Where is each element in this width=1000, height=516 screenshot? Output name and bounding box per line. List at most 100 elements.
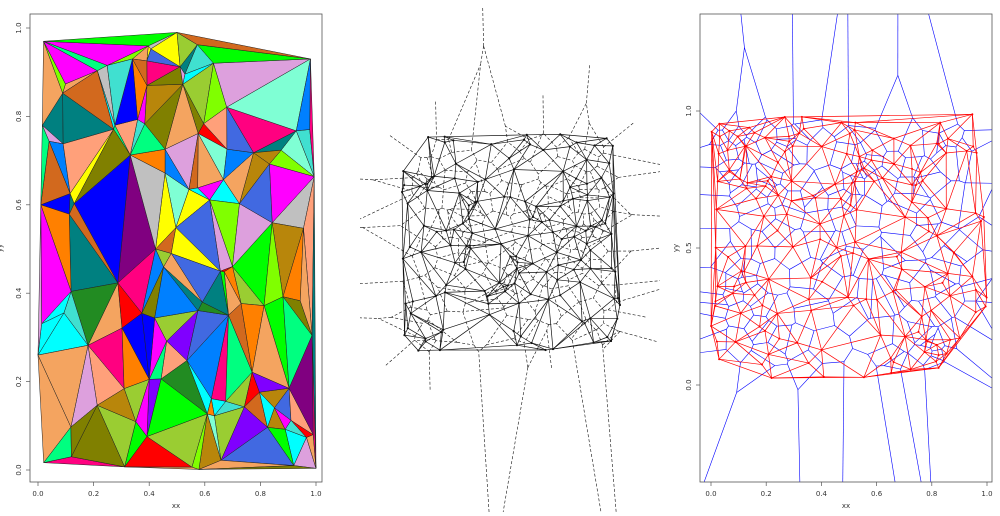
- voronoi-edge: [744, 48, 765, 117]
- site-point: [727, 256, 729, 258]
- voronoi-edge: [762, 219, 776, 232]
- delaunay-edge: [960, 312, 976, 338]
- site-point: [464, 268, 466, 270]
- delaunay-edge: [948, 253, 954, 274]
- voronoi-edge: [725, 258, 741, 272]
- voronoi-edge: [360, 194, 413, 226]
- site-point: [790, 180, 792, 182]
- voronoi-edge: [603, 349, 631, 512]
- voronoi-edge: [791, 0, 793, 124]
- site-point: [763, 215, 765, 217]
- site-point: [792, 246, 794, 248]
- voronoi-edge: [768, 342, 785, 354]
- site-point: [402, 258, 404, 260]
- delaunay-edge: [402, 186, 420, 192]
- voronoi-edge: [378, 318, 415, 335]
- voronoi-edge: [439, 187, 443, 189]
- voronoi-edge: [859, 279, 873, 280]
- delaunay-edge: [735, 342, 761, 365]
- delaunay-edge: [905, 217, 929, 231]
- voronoi-edge: [726, 326, 728, 329]
- voronoi-edge: [373, 178, 413, 180]
- voronoi-edge: [737, 366, 775, 393]
- delaunay-edge: [835, 184, 841, 198]
- site-point: [468, 204, 470, 206]
- voronoi-edge: [730, 229, 731, 242]
- voronoi-edge: [572, 161, 575, 166]
- delaunay-edge: [855, 123, 894, 139]
- delaunay-edge: [403, 137, 428, 171]
- voronoi-edge: [829, 277, 843, 300]
- delaunay-edge: [717, 286, 732, 293]
- delaunay-edge: [418, 350, 440, 351]
- voronoi-edge: [363, 226, 401, 228]
- delaunay-edge: [822, 282, 848, 298]
- site-point: [976, 152, 978, 154]
- delaunay-edge: [976, 307, 986, 313]
- site-point: [901, 268, 903, 270]
- site-point: [776, 230, 778, 232]
- x-tick-label: 0.8: [255, 490, 266, 498]
- site-point: [715, 208, 717, 210]
- site-point: [619, 304, 621, 306]
- voronoi-edge: [462, 236, 467, 238]
- voronoi-edge: [739, 222, 751, 229]
- voronoi-edge: [814, 165, 830, 171]
- delaunay-edge: [577, 138, 607, 142]
- site-point: [608, 162, 610, 164]
- voronoi-edge: [932, 258, 962, 266]
- site-point: [846, 153, 848, 155]
- voronoi-edge: [594, 219, 600, 225]
- voronoi-edge: [853, 349, 868, 355]
- x-tick-label: 0.2: [88, 490, 99, 498]
- voronoi-edge: [905, 300, 912, 307]
- voronoi-edge: [767, 197, 768, 204]
- voronoi-edge: [744, 329, 752, 342]
- site-point: [764, 185, 766, 187]
- voronoi-edge: [428, 315, 431, 320]
- voronoi-edge: [756, 167, 777, 185]
- voronoi-edge: [670, 145, 709, 165]
- delaunay-edge: [851, 205, 857, 209]
- voronoi-edge: [910, 226, 916, 236]
- site-point: [733, 286, 735, 288]
- voronoi-edge: [829, 362, 844, 512]
- voronoi-edge: [498, 299, 504, 307]
- delaunay-edge: [911, 352, 925, 369]
- site-point: [516, 261, 518, 263]
- voronoi-edge: [670, 267, 710, 273]
- site-point: [812, 195, 814, 197]
- delaunay-edge: [514, 169, 563, 171]
- voronoi-edge: [910, 262, 926, 283]
- site-point: [417, 349, 419, 351]
- voronoi-edge: [844, 349, 853, 362]
- delaunay-edge: [485, 169, 514, 179]
- delaunay-edge: [791, 181, 812, 196]
- site-point: [941, 282, 943, 284]
- site-point: [938, 143, 940, 145]
- voronoi-edge: [850, 175, 863, 178]
- voronoi-edge: [543, 208, 548, 213]
- voronoi-edge: [961, 287, 964, 301]
- delaunay-edge: [514, 150, 543, 169]
- site-point: [834, 183, 836, 185]
- voronoi-edge: [435, 258, 438, 268]
- delaunay-edge: [765, 138, 778, 163]
- site-point: [502, 285, 504, 287]
- voronoi-edge: [540, 248, 545, 259]
- site-point: [419, 185, 421, 187]
- delaunay-edge: [587, 244, 591, 250]
- site-point: [727, 149, 729, 151]
- site-point: [718, 123, 720, 125]
- delaunay-edge: [718, 179, 740, 182]
- voronoi-edge: [729, 326, 744, 329]
- site-point: [983, 216, 985, 218]
- site-point: [477, 181, 479, 183]
- voronoi-edge: [457, 342, 474, 345]
- delaunay-edge: [560, 134, 570, 146]
- voronoi-edge: [777, 126, 792, 129]
- site-point: [476, 200, 478, 202]
- delaunay-edge: [532, 299, 549, 343]
- site-point: [569, 145, 571, 147]
- site-point: [484, 290, 486, 292]
